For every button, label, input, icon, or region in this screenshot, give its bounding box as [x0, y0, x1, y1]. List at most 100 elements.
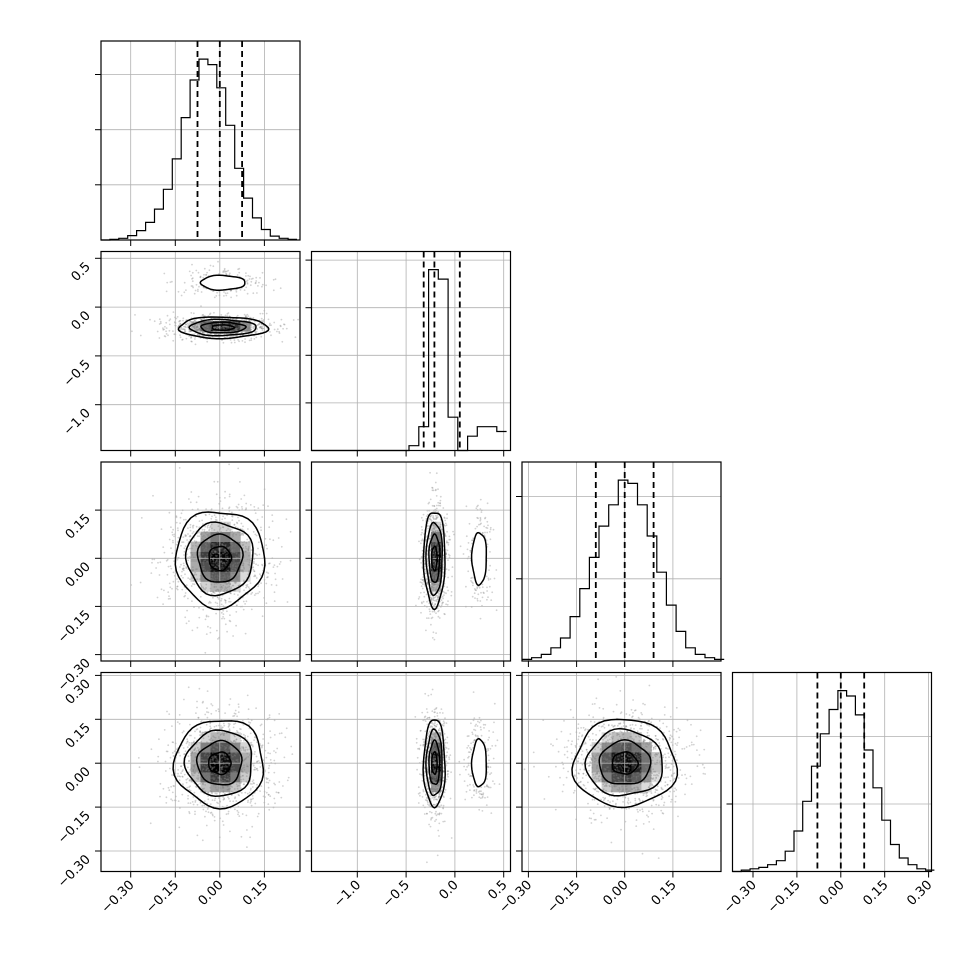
scatter-point [192, 545, 194, 547]
scatter-point [435, 599, 438, 601]
scatter-point [245, 584, 248, 587]
scatter-point [204, 713, 207, 716]
scatter-point [213, 326, 216, 328]
scatter-point [432, 803, 435, 806]
scatter-point [226, 559, 229, 562]
scatter-point [225, 529, 228, 532]
scatter-point [245, 314, 247, 317]
scatter-point [185, 781, 188, 784]
scatter-point [443, 820, 446, 823]
scatter-point [230, 528, 233, 531]
scatter-point [182, 328, 184, 330]
scatter-point [217, 590, 220, 593]
scatter-point [234, 565, 237, 568]
scatter-point [187, 527, 189, 530]
scatter-point [246, 313, 249, 316]
scatter-point [284, 736, 287, 739]
scatter-point [182, 317, 185, 320]
scatter-point [236, 787, 239, 790]
scatter-point [215, 725, 218, 727]
scatter-point [248, 325, 251, 328]
scatter-point [228, 272, 231, 275]
scatter-point [212, 564, 215, 567]
density-bin [210, 752, 221, 763]
scatter-point [208, 600, 211, 603]
scatter-point [238, 325, 241, 328]
scatter-point [236, 809, 239, 812]
scatter-point [246, 282, 249, 284]
scatter-point [184, 750, 187, 753]
scatter-point [235, 329, 238, 332]
scatter-point [433, 583, 435, 586]
scatter-point [216, 544, 219, 547]
scatter-point [245, 550, 248, 553]
scatter-point [234, 543, 237, 546]
scatter-point [214, 554, 217, 557]
scatter-point [438, 617, 441, 619]
scatter-point [209, 330, 211, 332]
scatter-point [212, 561, 215, 564]
scatter-point [205, 759, 208, 762]
scatter-point [262, 733, 265, 736]
scatter-point [231, 751, 234, 754]
scatter-point [234, 797, 236, 800]
scatter-point [223, 295, 225, 297]
scatter-point [191, 278, 193, 280]
scatter-point [229, 289, 232, 292]
scatter-point [228, 546, 231, 548]
scatter-point [180, 765, 182, 768]
scatter-point [214, 550, 217, 553]
scatter-point [176, 527, 179, 529]
scatter-point [185, 742, 188, 745]
scatter-point [238, 815, 241, 817]
scatter-point [177, 580, 180, 583]
scatter-point [245, 814, 248, 817]
scatter-point [254, 320, 256, 323]
scatter-point [210, 327, 212, 329]
scatter-point [486, 590, 488, 592]
scatter-point [483, 525, 485, 528]
scatter-point [216, 732, 219, 735]
scatter-point [195, 269, 198, 272]
scatter-point [236, 578, 239, 580]
scatter-point [223, 325, 225, 328]
scatter-point [169, 586, 172, 589]
scatter-point [196, 325, 199, 328]
scatter-point [487, 577, 490, 580]
scatter-point [247, 547, 250, 550]
scatter-point [205, 752, 207, 755]
scatter-point [228, 703, 231, 706]
scatter-point [208, 513, 211, 516]
scatter-point [240, 331, 243, 334]
scatter-point [449, 797, 452, 800]
scatter-point [213, 586, 216, 589]
scatter-point [245, 315, 247, 318]
scatter-point [254, 766, 256, 769]
scatter-point [220, 744, 223, 746]
scatter-point [182, 562, 185, 565]
scatter-point [232, 635, 235, 637]
scatter-point [234, 327, 237, 330]
scatter-point [228, 745, 231, 748]
scatter-point [206, 271, 209, 274]
scatter-point [216, 577, 219, 580]
scatter-point [181, 339, 184, 341]
scatter-point [212, 559, 215, 562]
scatter-point [152, 494, 154, 497]
scatter-point [254, 533, 257, 536]
scatter-point [250, 549, 253, 552]
scatter-point [242, 564, 245, 567]
scatter-point [212, 739, 214, 742]
scatter-point [162, 546, 165, 548]
scatter-point [213, 583, 216, 585]
scatter-point [245, 280, 248, 283]
scatter-point [217, 564, 220, 567]
scatter-point [208, 572, 211, 575]
scatter-point [254, 330, 257, 333]
scatter-point [202, 737, 205, 740]
scatter-point [462, 553, 465, 555]
scatter-point [189, 551, 192, 554]
scatter-point [420, 581, 423, 584]
scatter-point [225, 571, 228, 573]
scatter-point [199, 275, 202, 278]
